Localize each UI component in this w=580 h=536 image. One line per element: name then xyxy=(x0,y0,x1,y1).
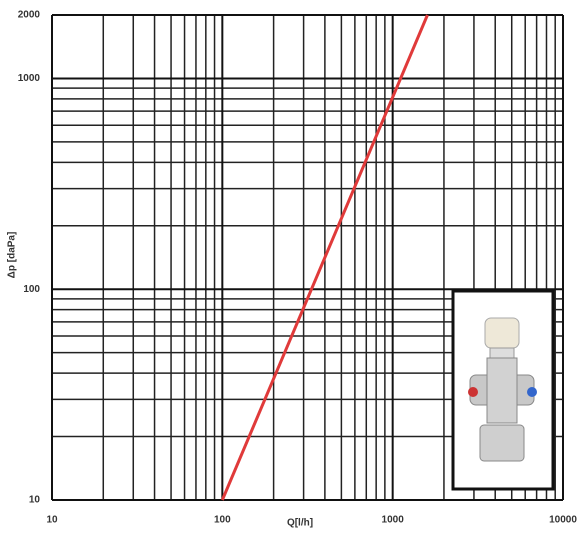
product-photo xyxy=(451,289,555,491)
x-tick-label: 10000 xyxy=(549,515,577,526)
y-tick-label: 2000 xyxy=(18,10,41,21)
y-tick-label: 10 xyxy=(29,495,41,506)
x-tick-label: 1000 xyxy=(382,515,405,526)
x-axis-label: Q[l/h] xyxy=(287,518,313,529)
x-tick-label: 100 xyxy=(214,515,231,526)
x-tick-label: 10 xyxy=(46,515,58,526)
y-tick-label: 100 xyxy=(23,284,40,295)
data-line xyxy=(220,14,429,501)
y-tick-label: 1000 xyxy=(18,73,41,84)
y-axis-label: Δp [daPa] xyxy=(7,232,18,279)
